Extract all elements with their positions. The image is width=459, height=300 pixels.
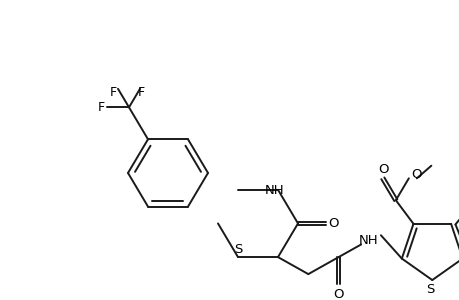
Text: NH: NH <box>358 234 378 247</box>
Text: NH: NH <box>264 184 284 197</box>
Text: S: S <box>233 243 241 256</box>
Text: F: F <box>109 86 116 99</box>
Text: S: S <box>425 283 433 296</box>
Text: F: F <box>97 101 104 114</box>
Text: O: O <box>378 163 388 176</box>
Text: O: O <box>411 168 421 181</box>
Text: F: F <box>137 86 144 99</box>
Text: O: O <box>333 287 343 300</box>
Text: O: O <box>328 217 339 230</box>
